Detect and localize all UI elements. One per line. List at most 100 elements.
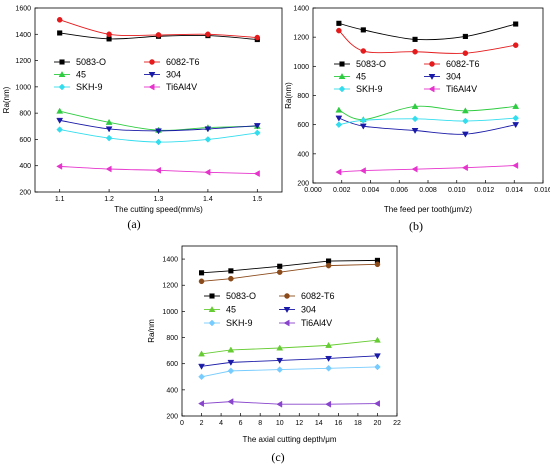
data-point (276, 366, 284, 373)
legend-entry: 45 (356, 72, 366, 82)
y-tick-label: 200 (297, 181, 309, 188)
data-point (335, 115, 343, 122)
legend-marker (59, 59, 65, 65)
x-axis-label: The feed per tooth(μm/z) (384, 205, 473, 214)
y-tick-label: 200 (19, 190, 31, 197)
data-point (461, 131, 469, 138)
legend-marker (283, 319, 290, 327)
legend-entry: 304 (301, 305, 316, 315)
data-point (227, 398, 234, 406)
data-point (360, 48, 367, 54)
legend-marker (338, 73, 346, 79)
data-point (512, 42, 519, 48)
x-tick-label: 0.004 (362, 187, 380, 194)
data-point (253, 170, 260, 178)
series-line-45 (338, 105, 516, 121)
data-point (228, 268, 234, 274)
data-point (155, 32, 162, 38)
x-tick-label: 6 (239, 420, 243, 427)
data-point (56, 17, 63, 23)
y-axis-label: Ra(nm) (2, 86, 11, 113)
x-axis-label: The cutting speed(mm/s) (114, 205, 203, 214)
x-axis-label: The axial cutting depth/μm (243, 435, 337, 444)
x-tick-label: 0.016 (534, 187, 550, 194)
y-tick-label: 600 (297, 122, 309, 129)
legend-entry: SKH-9 (76, 82, 103, 92)
x-tick-label: 1.4 (203, 196, 213, 203)
x-tick-label: 18 (354, 420, 362, 427)
data-point (325, 364, 332, 372)
legend-entry: Ti6Al4V (166, 82, 197, 92)
data-point (198, 363, 205, 370)
data-point (276, 400, 283, 408)
y-tick-label: 400 (297, 151, 309, 158)
y-tick-label: 800 (297, 93, 309, 100)
x-tick-label: 1.2 (104, 196, 114, 203)
y-tick-label: 1400 (162, 257, 178, 264)
x-tick-label: 16 (334, 420, 342, 427)
legend-entry: 304 (446, 72, 461, 82)
data-point (198, 278, 205, 285)
legend-entry: 45 (76, 70, 86, 80)
y-tick-label: 1000 (162, 309, 178, 316)
data-point (325, 400, 332, 408)
data-point (155, 166, 161, 174)
data-point (461, 107, 469, 114)
legend-entry: Ti6Al4V (301, 318, 332, 328)
data-point (336, 20, 342, 26)
data-point (204, 136, 212, 143)
x-tick-label: 0 (180, 420, 184, 427)
y-tick-label: 1200 (293, 35, 309, 42)
data-point (374, 336, 381, 343)
legend-entry: 6082-T6 (166, 57, 200, 67)
data-point (198, 350, 205, 357)
legend-entry: 5083-O (76, 57, 106, 67)
data-point (205, 31, 211, 38)
y-tick-label: 1000 (293, 64, 309, 71)
data-point (513, 21, 519, 27)
data-point (57, 30, 63, 36)
data-point (106, 31, 112, 38)
y-tick-label: 1600 (15, 6, 31, 13)
y-tick-label: 600 (166, 361, 178, 368)
data-point (228, 275, 234, 282)
x-tick-label: 8 (258, 420, 262, 427)
series-line-skh-9 (201, 366, 378, 378)
legend-entry: SKH-9 (356, 84, 383, 94)
data-point (326, 258, 332, 264)
data-point (335, 168, 342, 176)
data-point (462, 50, 469, 56)
data-point (56, 107, 64, 114)
x-tick-label: 20 (374, 420, 382, 427)
data-point (254, 34, 261, 41)
data-point (227, 367, 235, 375)
legend-marker (339, 61, 345, 67)
data-point (198, 400, 205, 407)
data-point (335, 106, 343, 113)
data-point (359, 167, 366, 175)
data-point (105, 165, 112, 173)
data-point (155, 138, 162, 146)
data-point (411, 115, 419, 123)
panel-label: (c) (271, 450, 284, 464)
y-tick-label: 200 (166, 414, 178, 421)
chart-panel-a: 1.1 1.2 1.3 1.4 1.5 200 400 600 800 1000 1200 1400 1… (2, 6, 283, 231)
legend-entry: SKH-9 (226, 318, 253, 328)
y-tick-label: 1200 (15, 58, 31, 65)
y-tick-label: 1200 (162, 283, 178, 290)
data-point (512, 162, 519, 169)
legend-marker (284, 293, 290, 299)
data-point (277, 263, 283, 269)
series-line-304 (201, 355, 378, 367)
data-point (374, 363, 381, 371)
legend-marker (429, 61, 435, 67)
data-point (325, 355, 333, 362)
x-tick-label: 0.006 (390, 187, 408, 194)
x-tick-label: 0.014 (505, 187, 523, 194)
data-point (373, 400, 380, 407)
legend-entry: Ti6Al4V (446, 84, 477, 94)
x-tick-label: 0.008 (419, 187, 437, 194)
panel-label: (b) (409, 219, 423, 233)
data-point (374, 353, 381, 360)
